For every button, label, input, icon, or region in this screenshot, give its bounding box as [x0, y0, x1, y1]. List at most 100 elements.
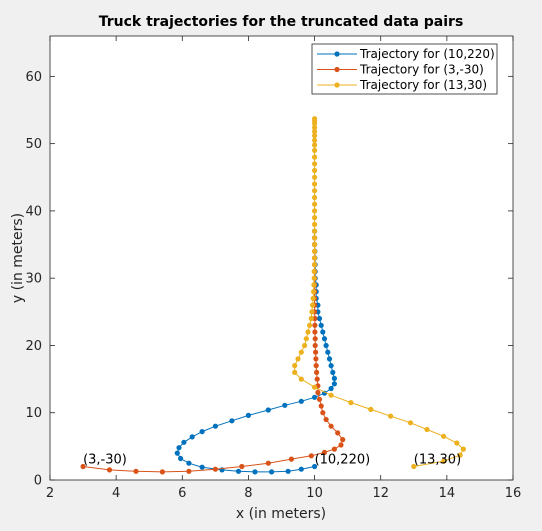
data-point [312, 394, 318, 400]
point-annotation: (10,220) [315, 453, 371, 468]
data-point [388, 413, 394, 419]
data-point [312, 201, 318, 207]
data-point [330, 369, 336, 375]
data-point [312, 221, 318, 227]
data-point [312, 161, 318, 167]
legend-entry: Trajectory for (3,-30) [317, 63, 484, 77]
data-point [318, 403, 324, 409]
point-annotation: (3,-30) [83, 453, 127, 468]
data-point [212, 423, 218, 429]
data-point [235, 468, 242, 474]
data-point [303, 336, 309, 342]
ticks-layer: 2 4 6 8 10 12 14 16 0 10 20 30 40 50 60 [25, 36, 521, 501]
y-tick-label: 60 [25, 70, 42, 85]
data-point [312, 194, 318, 201]
data-point [298, 376, 304, 382]
data-point [310, 302, 316, 308]
data-point [312, 147, 318, 153]
data-point [312, 154, 318, 160]
data-point [368, 406, 374, 412]
data-point [181, 439, 187, 445]
data-point [312, 181, 318, 187]
data-point [174, 450, 180, 456]
data-point [314, 369, 320, 375]
data-point [311, 275, 317, 281]
data-point [312, 322, 318, 328]
data-point [292, 369, 298, 375]
data-point [312, 124, 318, 131]
point-annotation: (13,30) [414, 453, 461, 468]
data-point [311, 268, 317, 275]
data-point [298, 466, 304, 472]
data-point [312, 235, 318, 241]
data-point [441, 433, 447, 439]
data-point [229, 418, 235, 424]
y-tick-label: 30 [25, 272, 42, 287]
x-axis-label: x (in meters) [236, 506, 326, 522]
data-point [265, 460, 271, 466]
y-tick-label: 0 [34, 474, 42, 489]
data-point [312, 248, 318, 254]
data-point [186, 460, 192, 466]
legend: Trajectory for (10,220) Trajectory for (3… [311, 43, 498, 95]
data-point [320, 410, 326, 416]
data-point [411, 463, 417, 470]
x-tick-label: 2 [46, 486, 54, 501]
data-point [312, 315, 318, 322]
data-point [320, 329, 326, 335]
x-tick-label: 8 [244, 486, 252, 501]
data-point [308, 315, 314, 322]
data-point [312, 342, 318, 349]
data-point [328, 363, 334, 369]
data-point [186, 468, 192, 474]
data-point [312, 463, 318, 470]
data-point [316, 315, 323, 322]
legend-label: Trajectory for (3,-30) [359, 63, 484, 77]
y-tick-label: 40 [25, 204, 42, 219]
legend-label: Trajectory for (10,220) [359, 47, 495, 61]
data-point [335, 430, 341, 436]
y-axis-label: y (in meters) [10, 213, 26, 303]
data-point [313, 349, 319, 355]
x-tick-label: 6 [178, 486, 186, 501]
plot-frame [49, 35, 514, 481]
data-point [321, 336, 328, 342]
data-point [245, 412, 251, 418]
data-point [454, 440, 460, 446]
data-point [298, 349, 304, 355]
data-point [441, 458, 447, 464]
data-point [457, 452, 463, 458]
data-point [199, 429, 205, 435]
data-point [285, 468, 291, 474]
data-point [312, 228, 318, 234]
data-point [312, 215, 318, 221]
data-point [338, 442, 344, 448]
data-point [328, 385, 334, 392]
data-point [302, 342, 308, 349]
data-point [178, 455, 184, 462]
data-point [288, 456, 294, 462]
data-point [312, 142, 318, 148]
x-tick-label: 14 [439, 486, 456, 501]
data-point [348, 400, 354, 406]
data-point [305, 329, 311, 335]
data-point [312, 128, 318, 135]
x-tick-label: 16 [505, 486, 522, 501]
data-point [106, 467, 113, 473]
data-point [313, 363, 319, 369]
data-point [312, 174, 318, 180]
data-point [407, 420, 414, 426]
data-point [328, 392, 334, 398]
data-point [269, 469, 275, 475]
data-point [212, 466, 218, 472]
data-point [189, 434, 195, 440]
data-point [312, 137, 318, 143]
data-point [312, 262, 318, 268]
data-point [80, 463, 86, 470]
legend-marker [334, 66, 340, 73]
annotation-layer: (3,-30) (10,220) (13,30) [83, 453, 461, 468]
data-point [331, 381, 337, 387]
x-tick-label: 12 [372, 486, 389, 501]
